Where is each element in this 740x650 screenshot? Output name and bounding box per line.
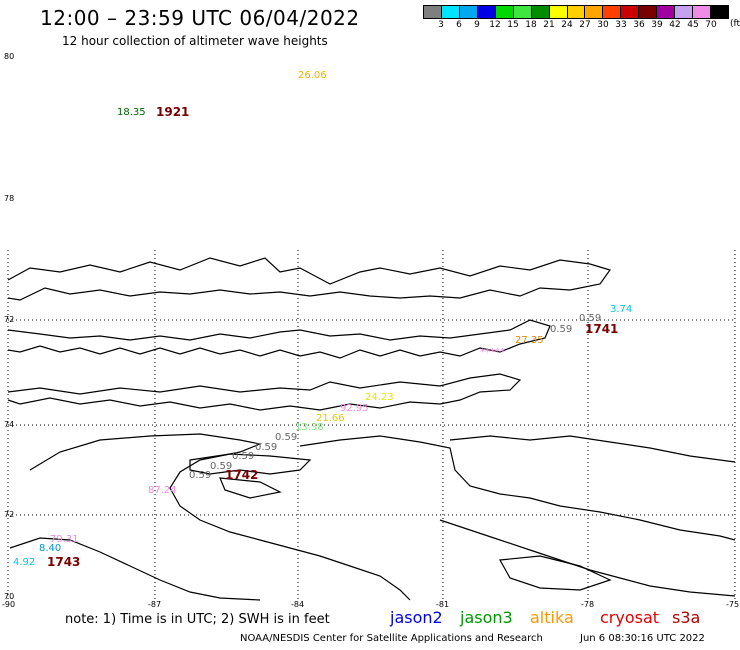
obs-value: 24.23	[365, 392, 394, 403]
lat-label-74: 74	[4, 420, 15, 429]
color-scale-tick-label: 3	[438, 20, 444, 30]
lon-label-75: -75	[726, 600, 740, 609]
obs-value: 87.24	[148, 485, 177, 496]
obs-value: 13.38	[295, 422, 324, 433]
obs-value: 79.31	[50, 534, 79, 545]
obs-value: 8.40	[39, 543, 62, 554]
lat-label-72b: 72	[4, 510, 15, 519]
color-scale-ticks: 3 6 9 12 15 18 21 24 27 30 33 36 39 42 45 70	[423, 19, 729, 31]
pass-time: 1741	[585, 322, 619, 336]
color-swatch	[567, 6, 586, 18]
wave-height-color-scale: 3 6 9 12 15 18 21 24 27 30 33 36 39 42 45 70	[423, 5, 729, 31]
obs-value: 0.59	[210, 461, 233, 472]
color-swatch	[459, 6, 478, 18]
color-swatch	[621, 6, 640, 18]
color-scale-tick-label: 39	[651, 20, 663, 30]
color-swatch	[585, 6, 604, 18]
satellite-cryosat: cryosat	[600, 608, 660, 627]
lat-label-78: 78	[4, 194, 15, 203]
obs-value: 0.59	[255, 442, 278, 453]
pass-time: 1921	[156, 105, 190, 119]
color-scale-unit: (ft)	[730, 19, 740, 29]
obs-value: 26.06	[298, 70, 327, 81]
obs-value: 3.74	[610, 304, 633, 315]
map-title: 12:00 – 23:59 UTC 06/04/2022	[40, 6, 360, 30]
credit-timestamp: Jun 6 08:30:16 UTC 2022	[580, 633, 705, 644]
color-swatch	[603, 6, 622, 18]
credit-line: NOAA/NESDIS Center for Satellite Applica…	[240, 633, 543, 644]
color-swatch	[693, 6, 711, 18]
obs-value: 0.59	[550, 324, 573, 335]
lat-label-70: 70	[4, 592, 15, 601]
pass-time: 1742	[225, 468, 259, 482]
satellite-jason3: jason3	[460, 608, 513, 627]
obs-value: *****	[480, 347, 505, 358]
obs-value: 18.35	[117, 107, 146, 118]
color-swatch	[711, 6, 728, 18]
color-swatch	[441, 6, 460, 18]
color-swatch	[639, 6, 658, 18]
obs-value: 0.59	[189, 470, 212, 481]
color-swatch	[531, 6, 550, 18]
lon-label-84: -84	[291, 600, 305, 609]
color-scale-swatches	[423, 5, 729, 19]
map-subtitle: 12 hour collection of altimeter wave hei…	[62, 34, 328, 48]
color-swatch	[657, 6, 676, 18]
lon-label-87: -87	[148, 600, 162, 609]
obs-value: 27.35	[515, 335, 544, 346]
graticule	[7, 250, 736, 600]
color-scale-tick-label: 15	[507, 20, 519, 30]
color-swatch	[495, 6, 514, 18]
color-swatch	[513, 6, 532, 18]
obs-value: 21.66	[316, 413, 345, 424]
color-swatch	[675, 6, 694, 18]
color-scale-tick-label: 6	[456, 20, 462, 30]
color-swatch	[549, 6, 568, 18]
obs-value: 0.59	[275, 432, 298, 443]
color-scale-tick-label: 9	[474, 20, 480, 30]
color-swatch	[477, 6, 496, 18]
color-scale-tick-label: 24	[561, 20, 573, 30]
footer-note: note: 1) Time is in UTC; 2) SWH is in fe…	[65, 612, 330, 627]
satellite-s3a: s3a	[672, 608, 701, 627]
color-scale-tick-label: 12	[489, 20, 501, 30]
satellite-jason2: jason2	[390, 608, 443, 627]
color-scale-tick-label: 42	[669, 20, 681, 30]
color-scale-tick-label: 18	[525, 20, 537, 30]
lat-label-80: 80	[4, 52, 15, 61]
color-scale-tick-label: 45	[687, 20, 699, 30]
coastlines	[7, 257, 736, 601]
color-scale-tick-label: 36	[633, 20, 645, 30]
lon-label-81: -81	[436, 600, 450, 609]
obs-value: 92.95	[340, 403, 369, 414]
color-scale-tick-label: 27	[579, 20, 591, 30]
obs-value: 0.59	[579, 313, 602, 324]
color-scale-tick-label: 70	[705, 20, 717, 30]
color-scale-tick-label: 30	[597, 20, 609, 30]
lat-label-72a: 72	[4, 315, 15, 324]
obs-value: 0.59	[232, 451, 255, 462]
pass-time: 1743	[47, 555, 81, 569]
lon-label-90: -90	[2, 600, 16, 609]
obs-value: 4.92	[13, 557, 36, 568]
color-scale-tick-label: 21	[543, 20, 555, 30]
lon-label-78: -78	[581, 600, 595, 609]
color-scale-tick-label: 33	[615, 20, 627, 30]
satellite-altika: altika	[530, 608, 574, 627]
color-swatch	[424, 6, 442, 18]
